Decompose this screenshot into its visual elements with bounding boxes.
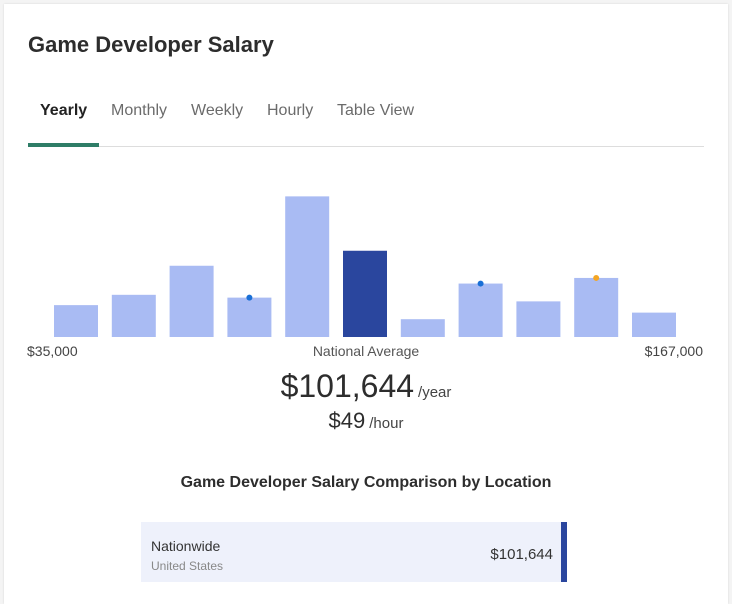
salary-bar[interactable] bbox=[632, 312, 676, 337]
salary-bar[interactable] bbox=[227, 297, 272, 337]
salary-bar[interactable] bbox=[111, 294, 156, 337]
salary-bar[interactable] bbox=[400, 319, 445, 337]
location-row-nationwide[interactable]: Nationwide United States $101,644 bbox=[141, 522, 567, 582]
bar-marker-dot bbox=[477, 280, 484, 287]
active-tab-indicator bbox=[28, 143, 99, 147]
range-min-label: $35,000 bbox=[27, 343, 78, 359]
salary-bar[interactable] bbox=[169, 265, 214, 337]
location-country: United States bbox=[151, 559, 224, 573]
bar-marker-dot bbox=[593, 274, 600, 281]
tab-yearly[interactable]: Yearly bbox=[40, 102, 88, 119]
hourly-amount: $49 bbox=[328, 408, 366, 433]
range-max-label: $167,000 bbox=[644, 343, 703, 359]
salary-distribution-chart bbox=[54, 196, 676, 337]
salary-bar[interactable] bbox=[54, 305, 98, 337]
tab-table-view[interactable]: Table View bbox=[337, 102, 415, 119]
salary-card: Game Developer Salary Yearly Monthly Wee… bbox=[4, 4, 728, 604]
location-name: Nationwide bbox=[151, 538, 221, 554]
salary-bar[interactable] bbox=[285, 196, 330, 337]
bar-marker-dot bbox=[246, 294, 253, 301]
yearly-amount: $101,644 bbox=[280, 368, 415, 404]
tab-monthly[interactable]: Monthly bbox=[111, 102, 168, 119]
tab-hourly[interactable]: Hourly bbox=[267, 102, 314, 119]
hourly-salary: $49/hour bbox=[4, 408, 728, 434]
location-bar-end bbox=[561, 522, 567, 582]
yearly-unit: /year bbox=[418, 384, 452, 401]
period-tabs: Yearly Monthly Weekly Hourly Table View bbox=[28, 92, 704, 147]
page-title: Game Developer Salary bbox=[28, 32, 274, 57]
salary-bar[interactable] bbox=[458, 283, 503, 337]
tab-weekly[interactable]: Weekly bbox=[191, 102, 244, 119]
salary-bar[interactable] bbox=[574, 277, 619, 337]
comparison-title: Game Developer Salary Comparison by Loca… bbox=[180, 474, 552, 491]
national-average-bar[interactable] bbox=[343, 250, 387, 337]
salary-bar[interactable] bbox=[516, 301, 561, 337]
location-salary: $101,644 bbox=[490, 546, 553, 563]
national-average-label: National Average bbox=[312, 343, 420, 359]
hourly-unit: /hour bbox=[369, 415, 404, 432]
yearly-salary: $101,644/year bbox=[4, 368, 728, 405]
